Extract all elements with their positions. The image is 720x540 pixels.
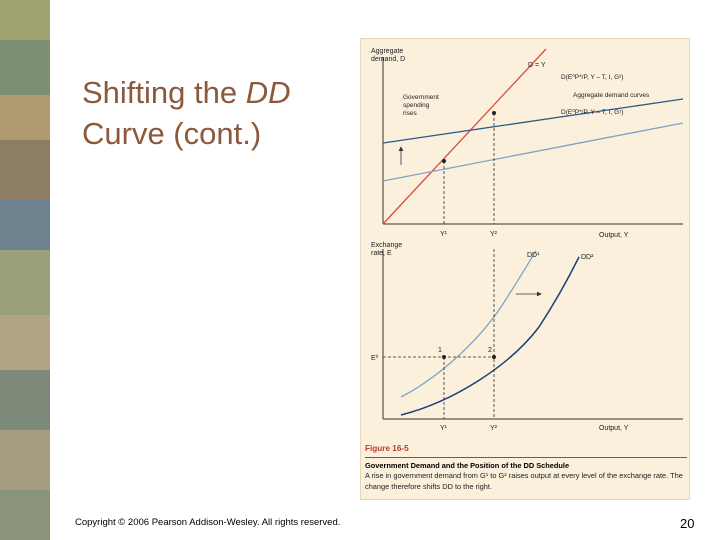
e0-label: E⁰ [371, 354, 379, 362]
ad-curves-label: Aggregate demand curves [573, 92, 650, 99]
figure-title: Government Demand and the Position of th… [365, 460, 570, 470]
dd1-curve [400, 250, 537, 398]
top-equilibrium-1 [442, 159, 446, 163]
top-equilibrium-2 [492, 111, 496, 115]
gov-label-3: rises [403, 110, 417, 117]
point-2-label: 2 [488, 347, 492, 354]
top-y-axis-label-1: Aggregate [371, 48, 403, 55]
title-line1: Shifting the [82, 75, 246, 110]
top-y1-tick: Y¹ [440, 231, 448, 238]
bottom-point-1 [442, 355, 446, 359]
ad-upper-label: D(E⁰P*/P, Y – T, I, G²) [561, 73, 623, 81]
bottom-y1-tick: Y¹ [440, 425, 448, 432]
top-y-axis-label-2: demand, D [371, 56, 405, 63]
dd2-curve [400, 256, 580, 416]
dd1-label: DD¹ [527, 252, 540, 259]
gov-label-1: Government [403, 94, 439, 101]
top-y2-tick: Y² [490, 231, 498, 238]
bottom-x-axis-label: Output, Y [599, 425, 629, 432]
ad-curve-upper [382, 98, 684, 144]
dd2-label: DD² [581, 254, 594, 261]
figure-caption-text: A rise in government demand from G¹ to G… [365, 471, 683, 491]
line-45-label: D = Y [528, 62, 546, 69]
bottom-y-axis-label-1: Exchange [371, 242, 402, 249]
figure-label: Figure 16-5 [365, 444, 409, 453]
line-45-degree [382, 48, 547, 225]
slide-title: Shifting the DD Curve (cont.) [82, 72, 352, 154]
ad-curve-lower [382, 122, 684, 182]
page-number: 20 [680, 516, 695, 531]
caption-divider [365, 456, 687, 458]
ad-lower-label: D(E⁰P*/P, Y – T, I, G¹) [561, 108, 623, 116]
figure-panel: Aggregate demand, D Output, Y D = Y D(E⁰… [360, 38, 690, 500]
point-1-label: 1 [438, 347, 442, 354]
decorative-photo-strip [0, 0, 50, 540]
top-x-axis-label: Output, Y [599, 232, 629, 239]
title-dd: DD [245, 75, 291, 110]
dd-diagram: Aggregate demand, D Output, Y D = Y D(E⁰… [371, 48, 684, 432]
gov-label-2: spending [403, 102, 430, 109]
bottom-y-axis-label-2: rate, E [371, 250, 392, 257]
copyright-notice: Copyright © 2006 Pearson Addison-Wesley.… [75, 517, 341, 528]
bottom-point-2 [492, 355, 496, 359]
bottom-y2-tick: Y² [490, 425, 498, 432]
figure-caption: Figure 16-5 Government Demand and the Po… [365, 444, 687, 492]
title-line2: Curve (cont.) [82, 116, 262, 151]
